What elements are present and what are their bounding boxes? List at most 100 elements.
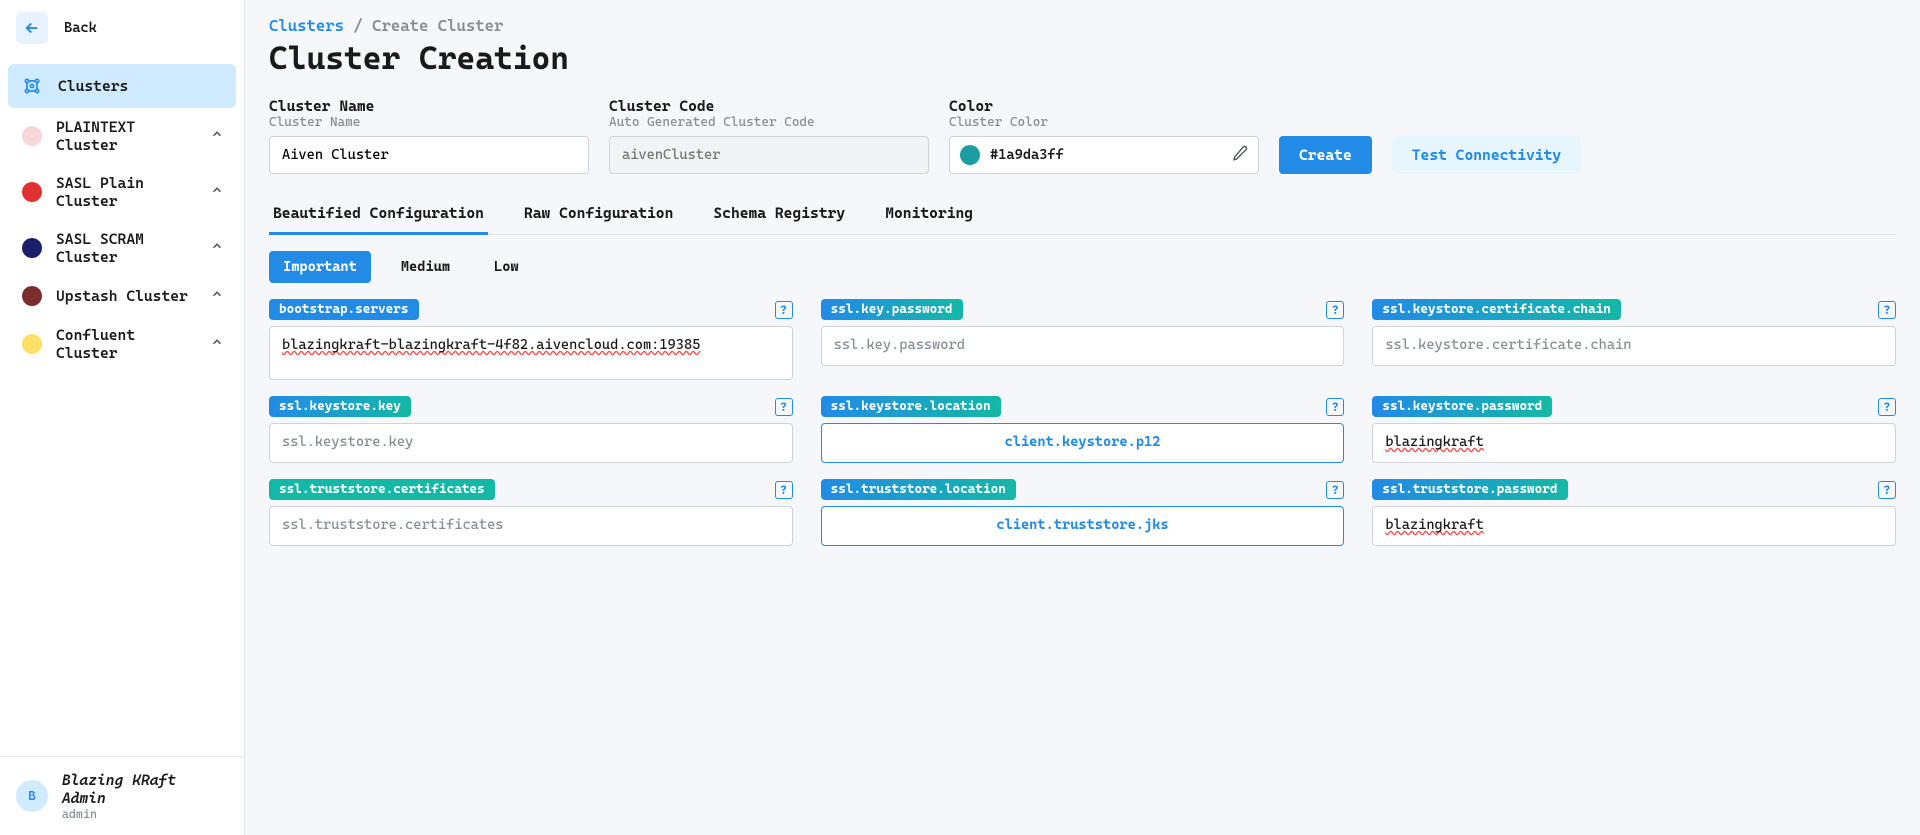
config-label: ssl.keystore.key: [269, 396, 411, 417]
sidebar: Back Clusters PLAINTEXT Cluster SASL Pla…: [0, 0, 245, 835]
chevron-up-icon: [210, 239, 224, 257]
config-input[interactable]: blazingkraft-blazingkraft-4f82.aivenclou…: [269, 326, 793, 380]
config-input[interactable]: blazingkraft: [1372, 423, 1896, 463]
config-input[interactable]: blazingkraft: [1372, 506, 1896, 546]
field-cluster-code: Cluster Code Auto Generated Cluster Code: [609, 97, 929, 174]
config-header: ssl.truststore.location?: [821, 479, 1345, 500]
chevron-up-icon: [210, 287, 224, 305]
color-value: #1a9da3ff: [990, 147, 1222, 163]
help-icon[interactable]: ?: [775, 398, 793, 416]
form-row: Cluster Name Cluster Name Cluster Code A…: [269, 97, 1896, 174]
config-input[interactable]: ssl.keystore.certificate.chain: [1372, 326, 1896, 366]
field-cluster-name: Cluster Name Cluster Name: [269, 97, 589, 174]
config-field: ssl.truststore.certificates?ssl.truststo…: [269, 479, 793, 546]
help-icon[interactable]: ?: [775, 301, 793, 319]
breadcrumb-current: Create Cluster: [372, 16, 503, 35]
clusters-icon: [20, 74, 44, 98]
breadcrumb-root[interactable]: Clusters: [269, 16, 344, 35]
priority-pills: Important Medium Low: [269, 251, 1896, 283]
sidebar-item-clusters[interactable]: Clusters: [8, 64, 236, 108]
avatar[interactable]: B: [16, 780, 48, 812]
pill-low[interactable]: Low: [480, 251, 533, 283]
pill-medium[interactable]: Medium: [387, 251, 464, 283]
config-label: bootstrap.servers: [269, 299, 419, 320]
config-header: ssl.truststore.password?: [1372, 479, 1896, 500]
config-label: ssl.keystore.certificate.chain: [1372, 299, 1621, 320]
create-button[interactable]: Create: [1279, 136, 1372, 174]
cluster-name-input[interactable]: [269, 136, 589, 174]
chevron-up-icon: [210, 335, 224, 353]
config-field: ssl.keystore.certificate.chain? ssl.keyst…: [1372, 299, 1896, 380]
config-label: ssl.truststore.password: [1372, 479, 1567, 500]
chevron-up-icon: [210, 183, 224, 201]
config-label: ssl.keystore.password: [1372, 396, 1552, 417]
sidebar-footer: B Blazing KRaft Admin admin: [0, 756, 244, 835]
field-label: Color: [949, 97, 1259, 115]
user-name: Blazing KRaft Admin: [62, 771, 228, 807]
nav-list: Clusters PLAINTEXT Cluster SASL Plain Cl…: [0, 56, 244, 756]
test-connectivity-button[interactable]: Test Connectivity: [1392, 136, 1581, 174]
field-sub: Cluster Name: [269, 115, 589, 130]
sidebar-item-label: SASL SCRAM Cluster: [56, 230, 196, 266]
cluster-color-dot: [22, 182, 42, 202]
arrow-left-icon: [16, 12, 48, 44]
help-icon[interactable]: ?: [1878, 481, 1896, 499]
config-tabs: Beautified Configuration Raw Configurati…: [269, 194, 1896, 235]
config-file-button[interactable]: client.truststore.jks: [821, 506, 1345, 546]
config-header: ssl.keystore.key?: [269, 396, 793, 417]
sidebar-item-plaintext[interactable]: PLAINTEXT Cluster: [8, 108, 236, 164]
sidebar-item-confluent[interactable]: Confluent Cluster: [8, 316, 236, 372]
sidebar-item-label: Clusters: [58, 77, 128, 95]
config-field: bootstrap.servers? blazingkraft-blazingkr…: [269, 299, 793, 380]
config-header: ssl.keystore.location?: [821, 396, 1345, 417]
help-icon[interactable]: ?: [1326, 481, 1344, 499]
config-header: ssl.truststore.certificates?: [269, 479, 793, 500]
page-title: Cluster Creation: [269, 39, 1896, 77]
pill-important[interactable]: Important: [269, 251, 371, 283]
sidebar-item-label: Upstash Cluster: [56, 287, 188, 305]
field-sub: Auto Generated Cluster Code: [609, 115, 929, 130]
sidebar-item-sasl-scram[interactable]: SASL SCRAM Cluster: [8, 220, 236, 276]
tab-raw[interactable]: Raw Configuration: [520, 194, 677, 235]
field-label: Cluster Code: [609, 97, 929, 115]
help-icon[interactable]: ?: [775, 481, 793, 499]
back-button[interactable]: Back: [0, 0, 244, 56]
chevron-up-icon: [210, 127, 224, 145]
config-file-button[interactable]: client.keystore.p12: [821, 423, 1345, 463]
cluster-color-dot: [22, 238, 42, 258]
help-icon[interactable]: ?: [1326, 398, 1344, 416]
help-icon[interactable]: ?: [1878, 301, 1896, 319]
user-role: admin: [62, 807, 228, 821]
field-sub: Cluster Color: [949, 115, 1259, 130]
breadcrumb-sep: /: [353, 16, 372, 35]
sidebar-item-label: SASL Plain Cluster: [56, 174, 196, 210]
config-field: ssl.key.password?ssl.key.password: [821, 299, 1345, 380]
config-input[interactable]: ssl.keystore.key: [269, 423, 793, 463]
help-icon[interactable]: ?: [1878, 398, 1896, 416]
config-field: ssl.keystore.password? blazingkraft: [1372, 396, 1896, 463]
tab-schema-registry[interactable]: Schema Registry: [709, 194, 849, 235]
config-field: ssl.keystore.location? client.keystore.p1…: [821, 396, 1345, 463]
tab-monitoring[interactable]: Monitoring: [881, 194, 977, 235]
cluster-color-dot: [22, 334, 42, 354]
back-label: Back: [64, 20, 97, 36]
cluster-code-input: [609, 136, 929, 174]
config-field: ssl.truststore.location? client.truststor…: [821, 479, 1345, 546]
color-input[interactable]: #1a9da3ff: [949, 136, 1259, 174]
cluster-color-dot: [22, 126, 42, 146]
edit-icon[interactable]: [1232, 145, 1248, 165]
config-input[interactable]: ssl.key.password: [821, 326, 1345, 366]
config-input[interactable]: ssl.truststore.certificates: [269, 506, 793, 546]
config-label: ssl.truststore.certificates: [269, 479, 495, 500]
config-label: ssl.truststore.location: [821, 479, 1016, 500]
cluster-color-dot: [22, 286, 42, 306]
config-field: ssl.truststore.password? blazingkraft: [1372, 479, 1896, 546]
sidebar-item-upstash[interactable]: Upstash Cluster: [8, 276, 236, 316]
tab-beautified[interactable]: Beautified Configuration: [269, 194, 488, 235]
sidebar-item-sasl-plain[interactable]: SASL Plain Cluster: [8, 164, 236, 220]
config-header: ssl.keystore.password?: [1372, 396, 1896, 417]
sidebar-item-label: PLAINTEXT Cluster: [56, 118, 196, 154]
config-field: ssl.keystore.key?ssl.keystore.key: [269, 396, 793, 463]
help-icon[interactable]: ?: [1326, 301, 1344, 319]
breadcrumb: Clusters / Create Cluster: [269, 16, 1896, 35]
